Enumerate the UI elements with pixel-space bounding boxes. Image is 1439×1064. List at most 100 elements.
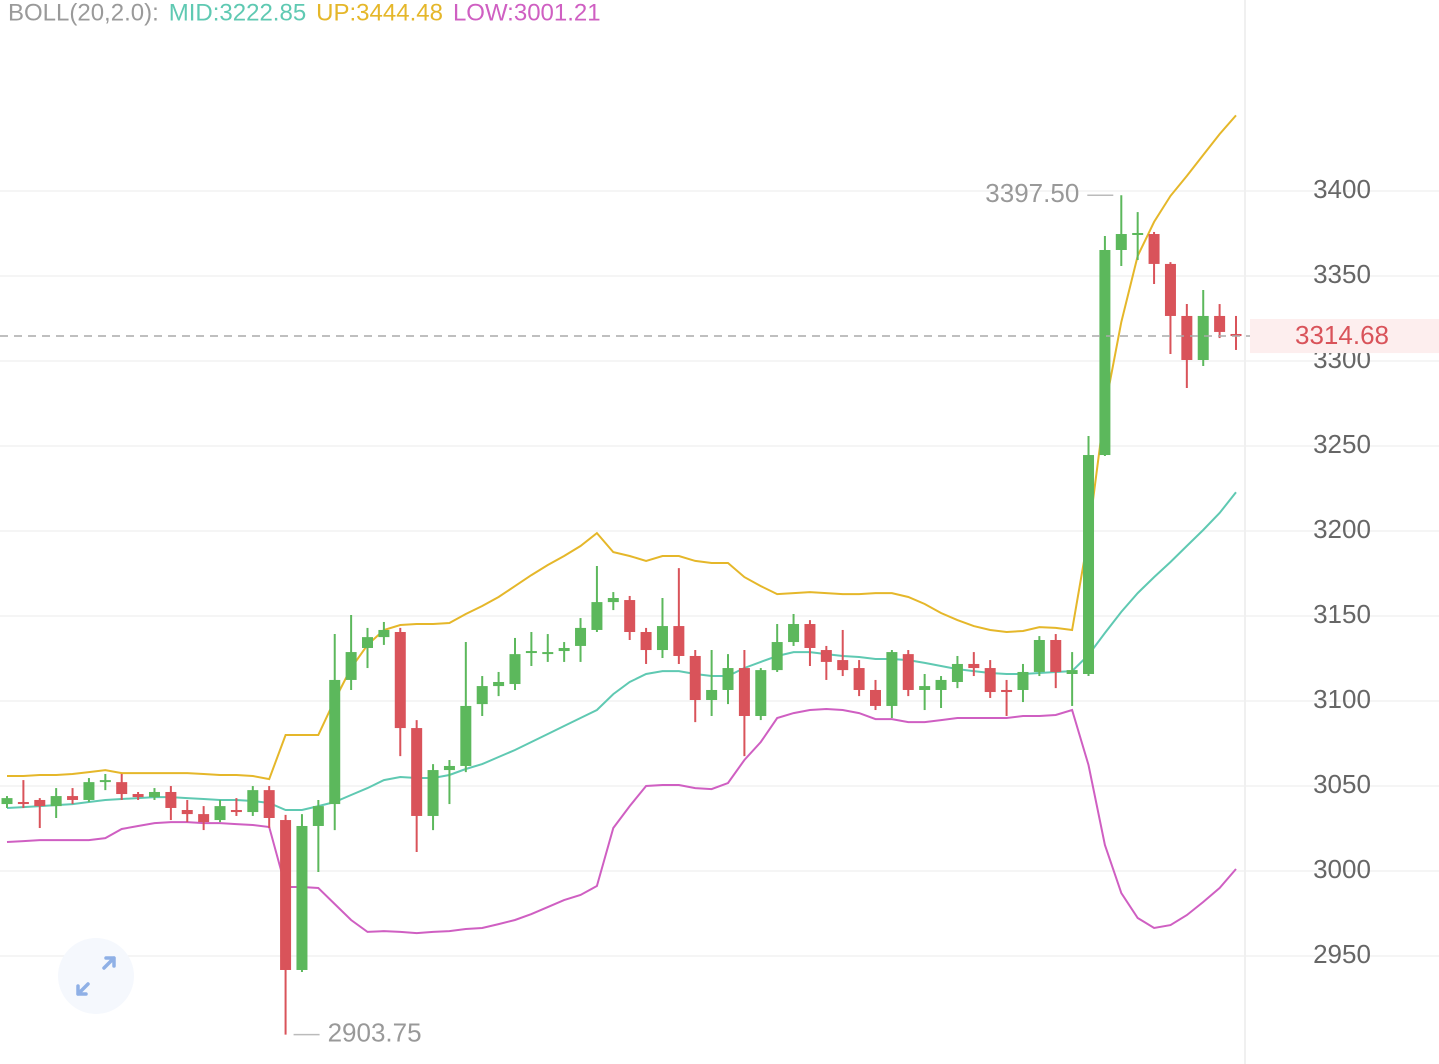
candle-body [607, 598, 619, 603]
candle-body [263, 790, 275, 818]
candle-body [525, 651, 537, 654]
candle-body [722, 668, 734, 690]
legend-entry: MID:3222.85 [169, 0, 306, 26]
y-tick-label: 3000 [1313, 854, 1371, 884]
candle-body [296, 825, 308, 970]
candle-body [460, 705, 472, 766]
candle-body [443, 765, 455, 771]
candle-body [280, 820, 292, 970]
legend-entry: LOW:3001.21 [453, 0, 601, 26]
max-label: 3397.50 [985, 178, 1079, 208]
candle-body [509, 654, 521, 685]
indicator-label: BOLL(20,2.0): [8, 0, 159, 26]
candle-body [411, 728, 423, 816]
candle-body [755, 670, 767, 716]
candle-body [869, 689, 881, 706]
plot [1, 114, 1242, 1035]
candle-body [148, 791, 160, 798]
candle-body [788, 624, 800, 643]
candle-body [99, 780, 111, 783]
candle-body [83, 782, 95, 800]
expand-icon[interactable] [76, 956, 116, 996]
last-price-label: 3314.68 [1295, 320, 1389, 350]
candle-body [1, 798, 13, 805]
candle-body [1001, 689, 1013, 693]
candle-body [771, 642, 783, 671]
candle-body [394, 632, 406, 729]
expand-button[interactable] [58, 938, 134, 1014]
candle-body [542, 652, 554, 655]
candle-body [1017, 671, 1029, 690]
candle-body [837, 660, 849, 671]
candle-body [493, 681, 505, 687]
y-tick-label: 3150 [1313, 599, 1371, 629]
candle-body [476, 686, 488, 705]
candle-body [919, 686, 931, 690]
candle-body [804, 624, 816, 648]
candle-body [312, 806, 324, 826]
candle-body [181, 810, 193, 815]
candle-body [165, 791, 177, 808]
candle-body [951, 663, 963, 682]
candle-body [214, 806, 226, 821]
candle-body [362, 637, 374, 648]
candle-body [1214, 315, 1226, 332]
candle-body [624, 600, 636, 633]
boll-line [6, 707, 1237, 935]
y-tick-label: 3350 [1313, 259, 1371, 289]
candle-body [1132, 232, 1144, 235]
legend-entry: UP:3444.48 [316, 0, 443, 26]
candle-body [1230, 333, 1242, 337]
min-label: 2903.75 [328, 1018, 422, 1048]
candle-body [640, 632, 652, 651]
y-tick-label: 3250 [1313, 429, 1371, 459]
candle-body [1033, 639, 1045, 672]
candle-body [1050, 639, 1062, 672]
candle-body [427, 770, 439, 816]
candle-body [1181, 315, 1193, 360]
candle-body [591, 602, 603, 630]
candle-body [935, 679, 947, 690]
candle-body [378, 629, 390, 638]
candle-body [247, 790, 259, 813]
candle-body [1115, 234, 1127, 250]
candle-body [1066, 670, 1078, 674]
candle-body [34, 799, 46, 807]
y-tick-label: 3200 [1313, 514, 1371, 544]
candle-body [17, 802, 29, 805]
candle-body [673, 626, 685, 656]
candle-body [656, 626, 668, 651]
boll-line [6, 491, 1237, 811]
candle-body [820, 650, 832, 662]
expand-button-bg[interactable] [58, 938, 134, 1014]
candle-body [329, 679, 341, 805]
candle-body [902, 654, 914, 690]
candle-body [886, 652, 898, 706]
candle-body [558, 647, 570, 652]
candle-body [706, 689, 718, 701]
grid [0, 190, 1439, 957]
candle-body [345, 652, 357, 680]
candle-body [575, 627, 587, 646]
candle-body [67, 796, 79, 800]
last-price-badge [1250, 319, 1439, 354]
y-tick-label: 2950 [1313, 939, 1371, 969]
candle-body [50, 796, 62, 807]
candle-body [984, 668, 996, 693]
y-tick-label: 3400 [1313, 174, 1371, 204]
candle-body [738, 668, 750, 716]
candle-body [689, 655, 701, 701]
candle-body [1148, 234, 1160, 264]
y-tick-label: 3100 [1313, 684, 1371, 714]
candle-body [1099, 249, 1111, 456]
candle-body [1164, 263, 1176, 316]
candle-body [116, 782, 128, 795]
candle-body [1197, 315, 1209, 360]
candle-body [198, 814, 210, 823]
candle-body [132, 794, 144, 798]
boll-line [7, 114, 1237, 781]
y-tick-label: 3050 [1313, 769, 1371, 799]
candle-body [853, 668, 865, 690]
